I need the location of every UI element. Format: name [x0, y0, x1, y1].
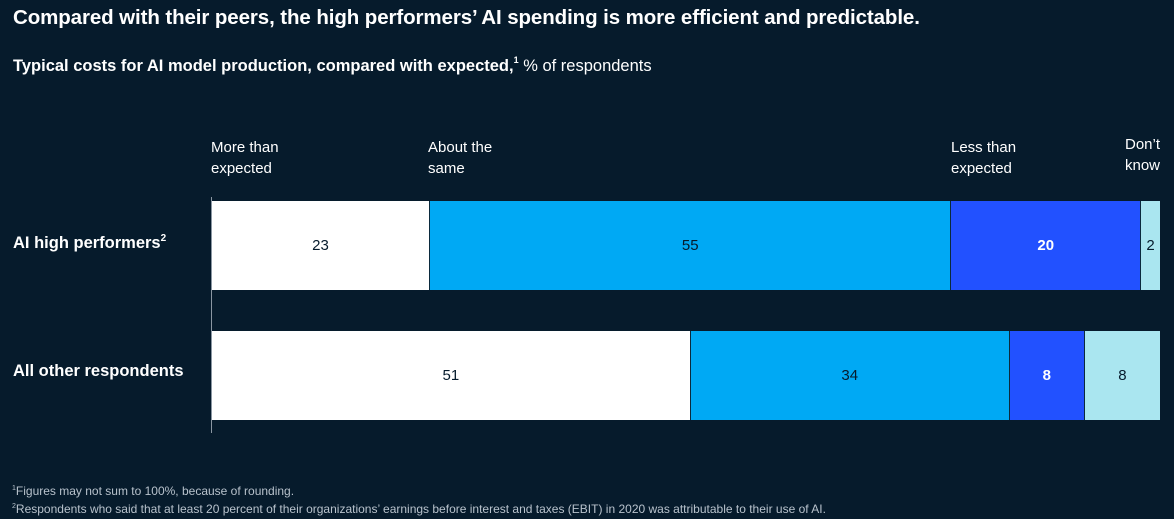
row-label-all-other-respondents: All other respondents [13, 362, 184, 381]
footnote-marker: 1 [12, 485, 16, 492]
legend-less-line2: expected [951, 160, 1012, 177]
chart-title: Compared with their peers, the high perf… [13, 6, 920, 29]
row-label-text: AI high performers [13, 234, 161, 252]
footnote-marker: 2 [12, 503, 16, 510]
segment-dont-know: 8 [1084, 331, 1160, 420]
subtitle-unit: % of respondents [523, 57, 652, 75]
row-label-ai-high-performers: AI high performers2 [13, 233, 166, 253]
row-label-footnote-marker: 2 [160, 233, 167, 244]
stacked-bar-ai-high-performers: 23 55 20 2 [212, 201, 1160, 290]
legend-dk-line2: know [1125, 157, 1161, 174]
legend-dont-know: Don’t know [1125, 134, 1160, 176]
footnote-text: Respondents who said that at least 20 pe… [15, 502, 826, 516]
subtitle-footnote-marker: 1 [513, 55, 519, 65]
segment-more-than-expected: 51 [212, 331, 691, 420]
legend-more-than-expected: More than expected [211, 137, 279, 179]
segment-about-the-same: 34 [690, 331, 1010, 420]
subtitle-bold: Typical costs for AI model production, c… [13, 57, 514, 75]
segment-more-than-expected: 23 [212, 201, 431, 290]
segment-less-than-expected: 8 [1009, 331, 1085, 420]
data-label: 55 [681, 237, 699, 254]
legend-same-line2: same [428, 160, 465, 177]
data-label: 23 [312, 237, 329, 254]
row-label-text: All other respondents [13, 362, 184, 380]
legend-less-line1: Less than [951, 139, 1017, 156]
footnote-2: 2Respondents who said that at least 20 p… [12, 499, 826, 517]
footnotes: 1Figures may not sum to 100%, because of… [12, 481, 826, 517]
data-label: 8 [1042, 367, 1052, 384]
data-label: 34 [841, 367, 859, 384]
data-label: 2 [1146, 237, 1155, 254]
data-label: 20 [1037, 237, 1055, 254]
legend-same-line1: About the [428, 139, 493, 156]
footnote-1: 1Figures may not sum to 100%, because of… [12, 481, 826, 499]
legend-less-than-expected: Less than expected [951, 137, 1016, 179]
legend-more-line1: More than [211, 139, 279, 156]
footnote-text: Figures may not sum to 100%, because of … [15, 484, 295, 498]
data-label: 8 [1118, 367, 1127, 384]
legend-dk-line1: Don’t [1125, 136, 1161, 153]
segment-dont-know: 2 [1141, 201, 1160, 290]
segment-less-than-expected: 20 [951, 201, 1142, 290]
segment-about-the-same: 55 [430, 201, 952, 290]
legend-more-line2: expected [211, 160, 272, 177]
baseline-axis [211, 197, 212, 433]
chart-subtitle: Typical costs for AI model production, c… [13, 55, 652, 76]
stacked-bar-all-other-respondents: 51 34 8 8 [212, 331, 1160, 420]
legend-about-the-same: About the same [428, 137, 492, 179]
data-label: 51 [442, 367, 460, 384]
